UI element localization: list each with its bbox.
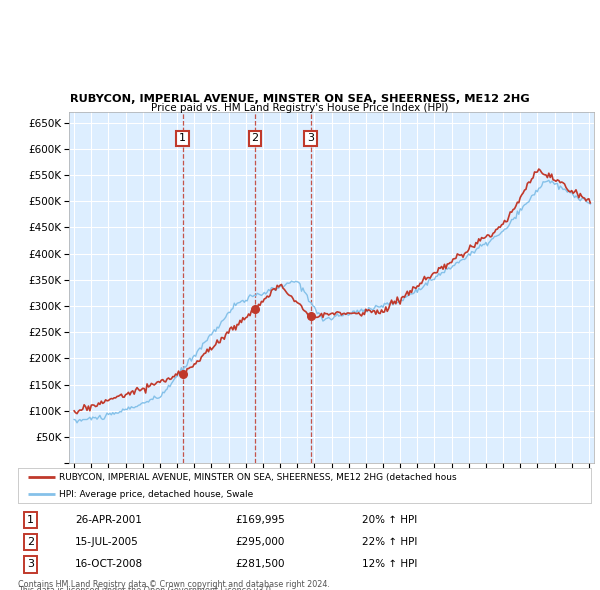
Text: 1: 1 bbox=[27, 515, 34, 525]
Text: 2: 2 bbox=[251, 133, 259, 143]
Text: 26-APR-2001: 26-APR-2001 bbox=[76, 515, 142, 525]
Text: RUBYCON, IMPERIAL AVENUE, MINSTER ON SEA, SHEERNESS, ME12 2HG (detached hous: RUBYCON, IMPERIAL AVENUE, MINSTER ON SEA… bbox=[59, 473, 457, 482]
Text: Price paid vs. HM Land Registry's House Price Index (HPI): Price paid vs. HM Land Registry's House … bbox=[151, 103, 449, 113]
Text: 12% ↑ HPI: 12% ↑ HPI bbox=[362, 559, 417, 569]
Text: 20% ↑ HPI: 20% ↑ HPI bbox=[362, 515, 417, 525]
Text: 16-OCT-2008: 16-OCT-2008 bbox=[76, 559, 143, 569]
Text: £169,995: £169,995 bbox=[236, 515, 286, 525]
Text: £281,500: £281,500 bbox=[236, 559, 285, 569]
Text: Contains HM Land Registry data © Crown copyright and database right 2024.: Contains HM Land Registry data © Crown c… bbox=[18, 580, 330, 589]
Text: RUBYCON, IMPERIAL AVENUE, MINSTER ON SEA, SHEERNESS, ME12 2HG: RUBYCON, IMPERIAL AVENUE, MINSTER ON SEA… bbox=[70, 94, 530, 104]
Text: 15-JUL-2005: 15-JUL-2005 bbox=[76, 537, 139, 547]
Text: £295,000: £295,000 bbox=[236, 537, 285, 547]
Text: This data is licensed under the Open Government Licence v3.0.: This data is licensed under the Open Gov… bbox=[18, 586, 274, 590]
Text: 3: 3 bbox=[307, 133, 314, 143]
Text: HPI: Average price, detached house, Swale: HPI: Average price, detached house, Swal… bbox=[59, 490, 254, 499]
Text: 3: 3 bbox=[27, 559, 34, 569]
Text: 2: 2 bbox=[27, 537, 34, 547]
Text: 22% ↑ HPI: 22% ↑ HPI bbox=[362, 537, 417, 547]
Text: 1: 1 bbox=[179, 133, 186, 143]
